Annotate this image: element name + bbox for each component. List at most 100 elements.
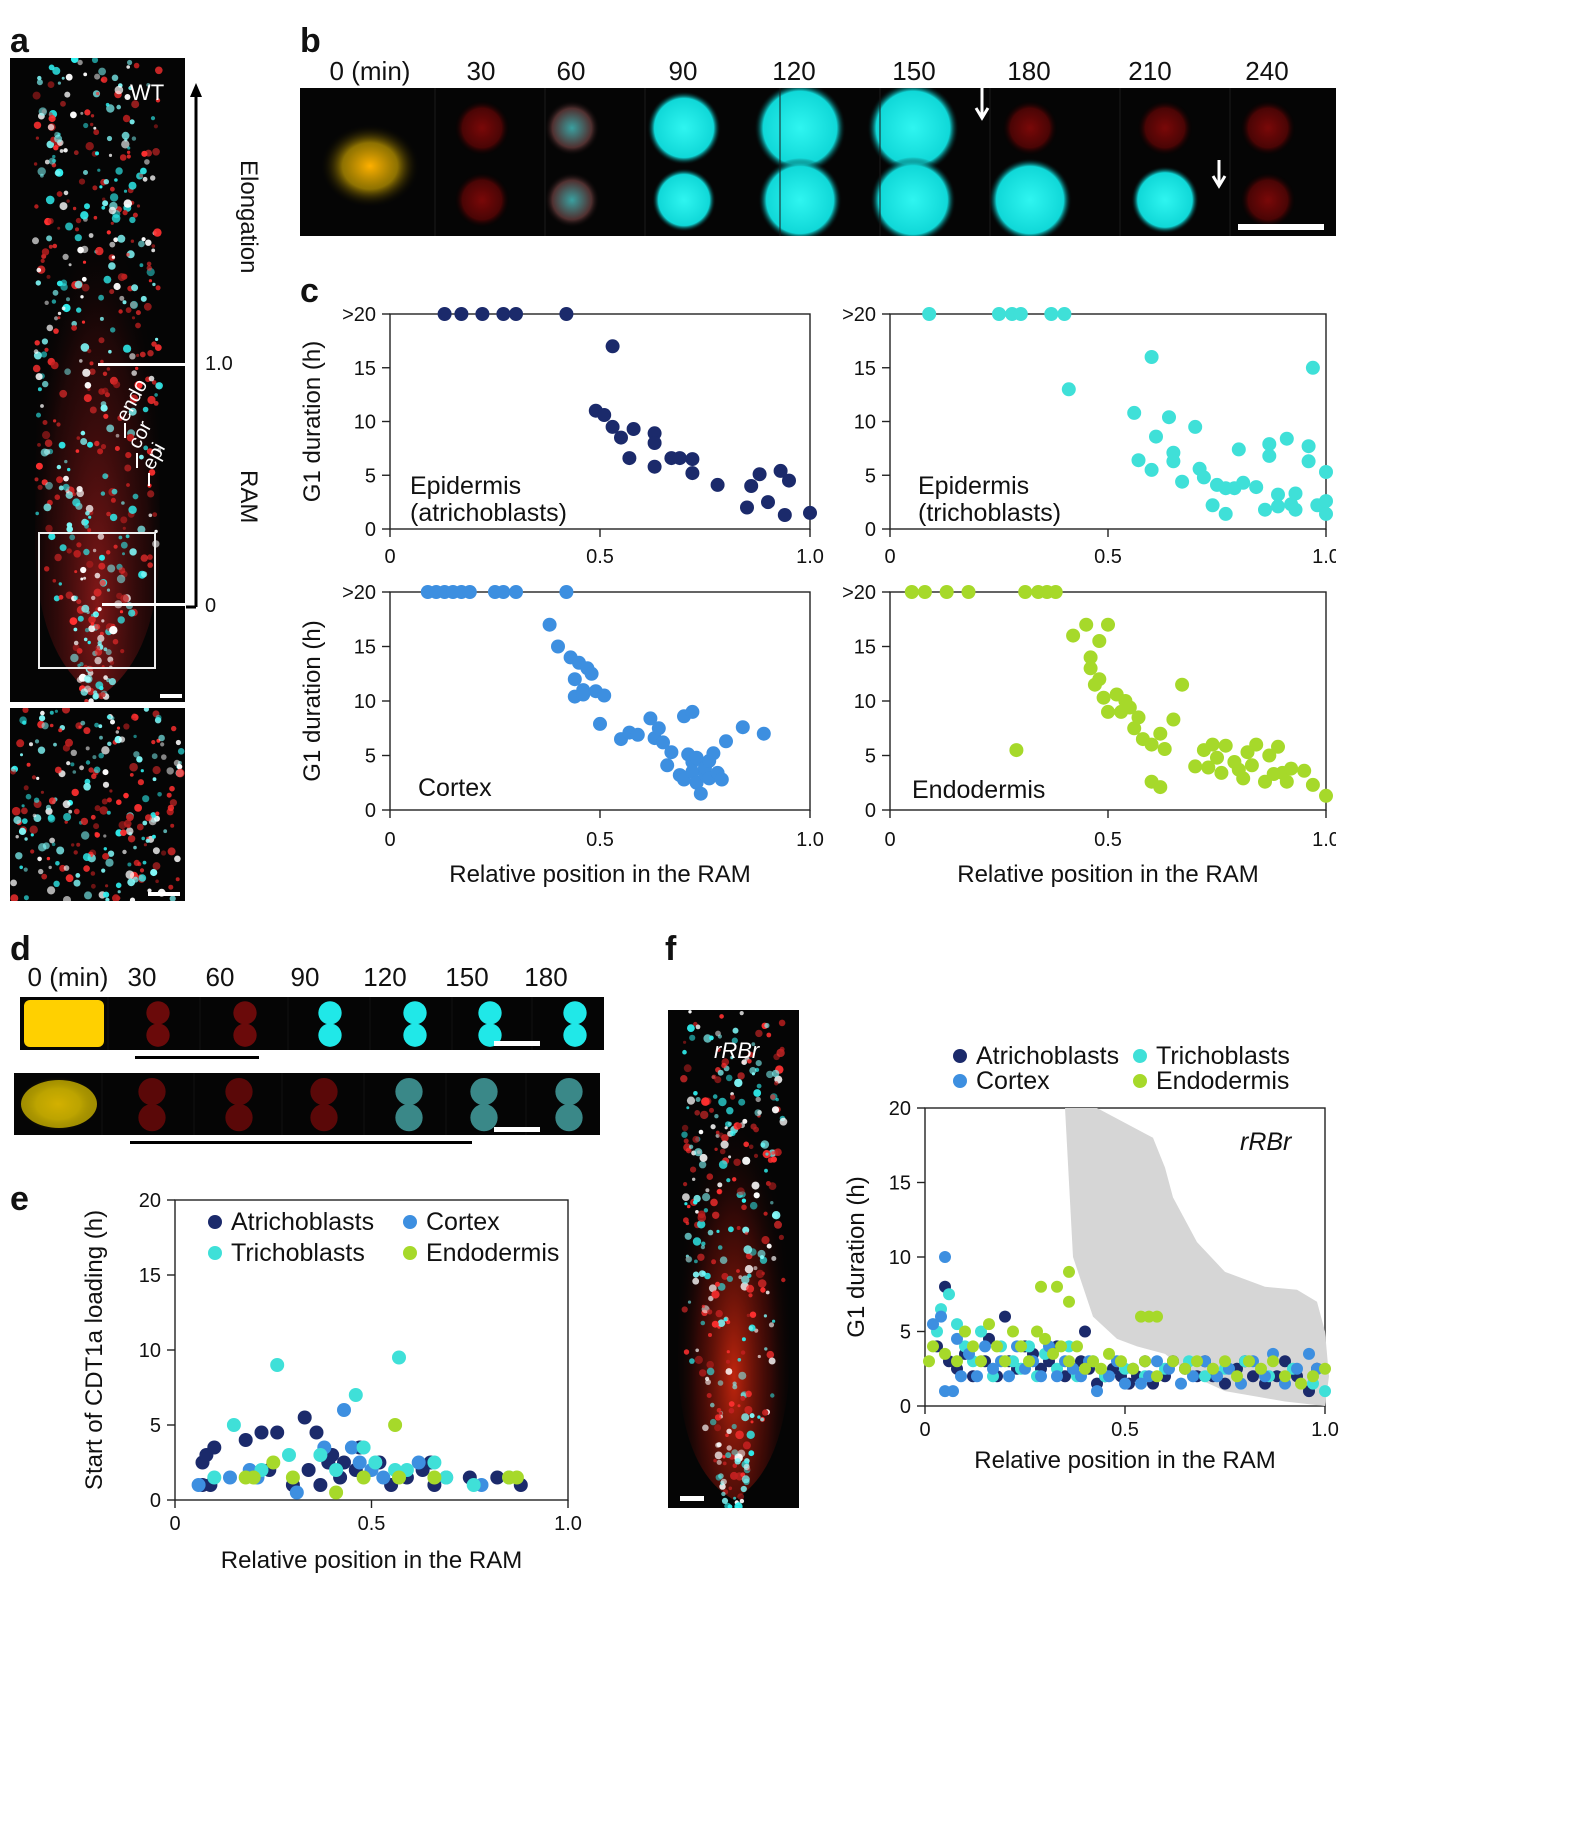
point-endodermis <box>1210 750 1224 765</box>
point-endodermis <box>1079 617 1094 632</box>
nucleus-dot <box>166 792 172 798</box>
nucleus-dot <box>138 240 145 248</box>
nucleus-dot <box>66 525 73 533</box>
point-cortex <box>630 727 645 742</box>
point-endodermis <box>1092 634 1107 648</box>
nucleus-dot <box>40 173 44 178</box>
nucleus-dot <box>160 742 165 747</box>
nucleus-dot <box>92 755 97 760</box>
point-cortex <box>1187 1370 1199 1383</box>
nucleus-dot <box>65 738 73 747</box>
point-atrichoblasts <box>496 307 511 321</box>
point-endodermis <box>1219 1355 1231 1368</box>
chart-e-cdt1a: 20 15 10 5 00 0.5 1.0 Relative position in the … <box>81 1190 582 1574</box>
nucleus-dot <box>746 1430 755 1439</box>
nucleus-dot <box>750 1420 754 1424</box>
nucleus-dot <box>761 1236 770 1245</box>
nucleus-dot <box>73 879 81 887</box>
nucleus-dot <box>76 599 82 605</box>
nucleus-dot <box>80 343 90 352</box>
nucleus-dot <box>747 1059 752 1064</box>
x-tick-label: 1.0 <box>1312 546 1336 568</box>
legend-label-cortex: Cortex <box>976 1067 1050 1095</box>
nucleus-dot <box>145 814 152 822</box>
point-atrichoblasts <box>270 1425 285 1440</box>
nucleus-dot <box>151 380 157 385</box>
nucleus-dot <box>689 1034 696 1041</box>
zone-axis <box>186 83 202 609</box>
x-axis-label: Relative position in the RAM <box>449 861 750 888</box>
point-endodermis <box>1083 661 1098 676</box>
point-endodermis <box>1101 704 1115 719</box>
nucleus-dot <box>72 644 80 652</box>
nucleus-dot <box>31 775 37 780</box>
nucleus-dot <box>35 136 39 140</box>
point-endodermis <box>923 1355 935 1368</box>
nucleus-dot <box>73 627 78 632</box>
nucleus-dot <box>46 856 51 861</box>
nucleus-dot <box>71 320 77 327</box>
nucleus-dot <box>46 324 54 332</box>
genotype-label-rrbr-image: rRBr <box>714 1038 760 1063</box>
nucleus-dot <box>724 1126 728 1130</box>
point-cortex <box>651 721 666 736</box>
nucleus-dot <box>755 1060 762 1067</box>
point-trichoblasts <box>992 307 1006 321</box>
nucleus-dot <box>87 441 93 448</box>
nucleus-dot <box>87 640 91 645</box>
nucleus-dot <box>153 401 159 406</box>
nucleus-dot <box>106 714 112 720</box>
nucleus-dot <box>139 351 146 358</box>
nucleus-dot <box>109 193 119 202</box>
nucleus-dot <box>144 159 150 165</box>
point-cortex <box>1103 1370 1115 1383</box>
point-atrichoblasts <box>626 422 641 436</box>
cell-d1-cells-4-b <box>403 1023 427 1047</box>
nucleus-dot <box>148 375 155 382</box>
nucleus-dot <box>46 235 53 242</box>
timelapse-images-d1 <box>24 997 587 1050</box>
nucleus-dot <box>722 1455 726 1459</box>
point-endodermis <box>967 1340 979 1353</box>
nucleus-dot <box>99 316 104 321</box>
nucleus-dot <box>155 879 159 884</box>
point-trichoblasts <box>368 1455 383 1470</box>
duration-bar-d1 <box>135 1056 259 1059</box>
y-tick-label: 15 <box>354 358 376 380</box>
x-tick-label: 1.0 <box>796 546 824 568</box>
nucleus-dot <box>118 736 126 743</box>
nucleus-dot <box>177 748 185 755</box>
nucleus-dot <box>737 1449 746 1458</box>
nucleus-dot <box>731 1037 738 1044</box>
point-endodermis <box>1018 585 1033 599</box>
nucleus-dot <box>45 804 52 810</box>
point-endodermis <box>1175 677 1190 692</box>
nucleus-dot <box>99 579 106 587</box>
nucleus-dot <box>95 151 99 156</box>
nucleus-dot <box>48 244 53 249</box>
nucleus-dot <box>63 148 68 153</box>
point-cortex <box>496 585 511 599</box>
x-tick-label: 1.0 <box>1312 829 1336 851</box>
nucleus-dot <box>774 1220 782 1229</box>
point-atrichoblasts <box>1247 1370 1259 1383</box>
nucleus-dot <box>77 615 84 622</box>
nucleus-dot <box>716 1408 722 1413</box>
timepoint-b-4: 120 <box>772 56 816 86</box>
nucleus-dot <box>686 1106 690 1110</box>
nucleus-dot <box>145 149 152 157</box>
nucleus-dot <box>734 1078 743 1088</box>
nucleus-dot <box>728 1155 732 1159</box>
y-tick-label: 15 <box>854 358 876 380</box>
nucleus-dot <box>121 131 130 140</box>
nucleus-dot <box>687 1024 695 1032</box>
nucleus-dot <box>119 295 125 301</box>
nucleus-dot <box>117 616 125 624</box>
point-atrichoblasts <box>685 452 700 467</box>
nucleus-dot <box>48 114 56 123</box>
nucleus-dot <box>53 742 57 747</box>
nucleus-dot <box>84 891 92 900</box>
nucleus-dot <box>98 562 106 570</box>
nucleus-dot <box>142 860 147 865</box>
nucleus-dot <box>737 1404 741 1408</box>
